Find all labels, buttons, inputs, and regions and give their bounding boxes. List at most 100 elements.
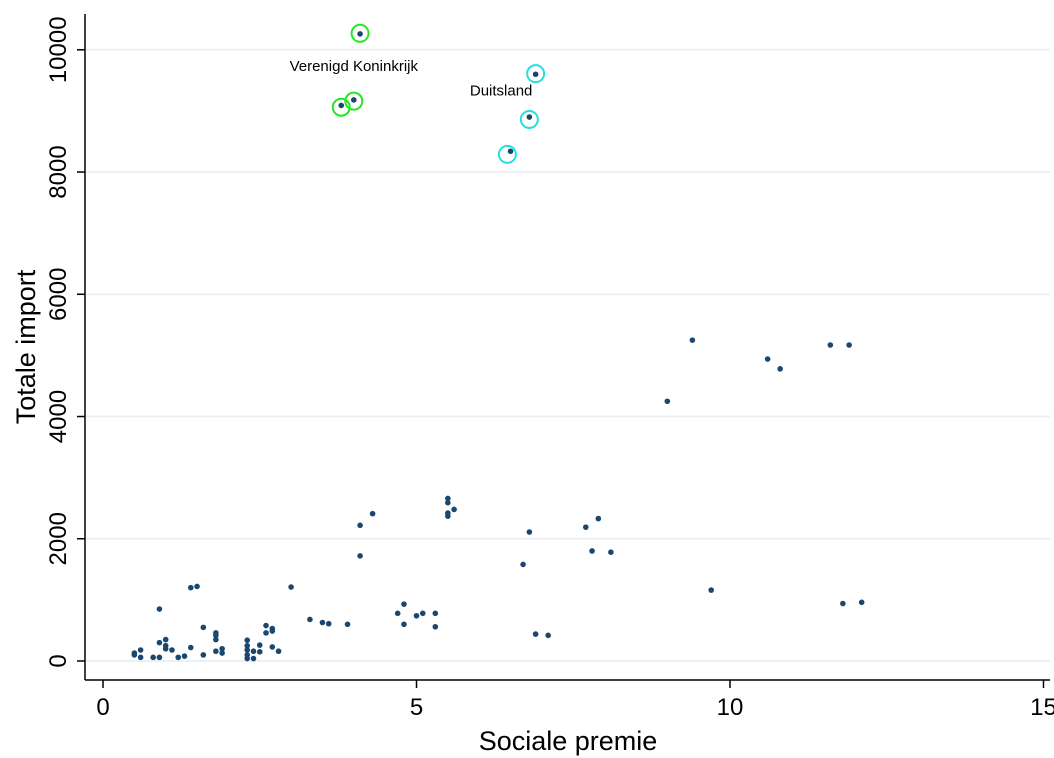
x-tick-label: 15: [1030, 694, 1054, 721]
data-point: [689, 337, 696, 343]
highlight-circle-cyan: [526, 64, 546, 84]
data-point: [187, 584, 194, 591]
data-point: [137, 654, 144, 661]
data-point: [764, 356, 771, 362]
data-point: [131, 652, 138, 658]
annotation-label: Verenigd Koninkrijk: [290, 58, 419, 75]
data-point: [526, 529, 533, 535]
data-point: [325, 620, 332, 627]
data-point: [194, 583, 200, 590]
data-point: [532, 71, 539, 78]
highlight-circle-green: [344, 91, 364, 111]
data-point: [413, 612, 420, 619]
y-ticks: 0 2000 4000 6000 8000 10000: [45, 16, 85, 668]
annotations: Verenigd Koninkrijk Duitsland: [290, 58, 533, 99]
data-point: [213, 632, 219, 639]
data-point: [858, 599, 865, 606]
data-point: [156, 654, 163, 661]
data-point: [150, 654, 156, 661]
data-points: [131, 31, 865, 662]
data-point: [181, 653, 188, 659]
highlight-circle-cyan: [519, 109, 539, 129]
data-point: [244, 655, 251, 662]
x-tick-label: 5: [410, 694, 423, 721]
data-point: [432, 623, 439, 630]
data-point: [162, 642, 169, 649]
data-point: [338, 102, 345, 109]
data-point: [827, 342, 834, 348]
data-point: [589, 548, 595, 554]
data-point: [263, 622, 269, 629]
data-point: [319, 619, 326, 626]
data-point: [445, 495, 451, 502]
data-point: [288, 584, 294, 590]
data-point: [162, 636, 169, 643]
data-point: [545, 632, 551, 639]
data-point: [256, 642, 263, 648]
y-axis-title: Totale import: [11, 269, 41, 424]
data-point: [187, 644, 194, 651]
data-point: [244, 642, 251, 649]
data-point: [507, 148, 514, 155]
data-point: [200, 652, 207, 658]
data-point: [520, 561, 526, 568]
y-tick-label: 6000: [45, 268, 72, 321]
data-point: [777, 366, 783, 372]
annotation-label: Duitsland: [470, 83, 533, 100]
data-point: [351, 97, 357, 103]
data-point: [357, 553, 363, 559]
data-point: [156, 639, 163, 646]
data-point: [244, 637, 251, 644]
data-point: [445, 513, 451, 519]
data-point: [156, 606, 163, 612]
data-point: [263, 630, 269, 636]
data-point: [840, 600, 846, 607]
data-point: [608, 549, 614, 556]
data-point: [357, 31, 363, 37]
data-point: [394, 610, 401, 617]
data-point: [219, 645, 225, 652]
x-ticks: 0 5 10 15: [96, 680, 1054, 721]
highlight-circle-green: [350, 23, 370, 43]
data-point: [213, 648, 219, 655]
data-point: [532, 631, 539, 637]
data-point: [846, 342, 852, 348]
data-point: [213, 636, 219, 643]
data-point: [432, 610, 439, 617]
y-tick-label: 10000: [45, 16, 72, 83]
data-point: [269, 628, 276, 634]
gridlines: [86, 48, 1050, 662]
data-point: [369, 510, 376, 517]
data-point: [175, 654, 182, 661]
data-point: [244, 647, 251, 653]
x-axis-title: Sociale premie: [479, 726, 658, 756]
data-point: [526, 114, 533, 120]
data-point: [445, 499, 451, 506]
data-point: [250, 648, 257, 655]
y-tick-label: 2000: [45, 512, 72, 565]
data-point: [137, 647, 144, 653]
y-tick-label: 4000: [45, 390, 72, 443]
data-point: [357, 522, 363, 529]
y-tick-label: 0: [45, 654, 72, 667]
data-point: [275, 648, 282, 655]
data-point: [219, 650, 225, 656]
data-point: [401, 621, 407, 628]
data-point: [708, 587, 714, 593]
data-point: [169, 647, 175, 653]
highlight-circle-cyan: [497, 144, 517, 164]
y-tick-label: 8000: [45, 145, 72, 198]
highlight-circle-green: [331, 97, 351, 117]
data-point: [664, 398, 671, 405]
x-tick-label: 0: [96, 694, 109, 721]
data-point: [250, 655, 257, 662]
highlight-circles: [331, 23, 546, 164]
data-point: [200, 624, 207, 631]
data-point: [256, 649, 263, 655]
axes: [84, 14, 1050, 681]
data-point: [595, 515, 602, 522]
data-point: [401, 601, 407, 607]
data-point: [344, 621, 351, 628]
data-point: [451, 506, 457, 513]
